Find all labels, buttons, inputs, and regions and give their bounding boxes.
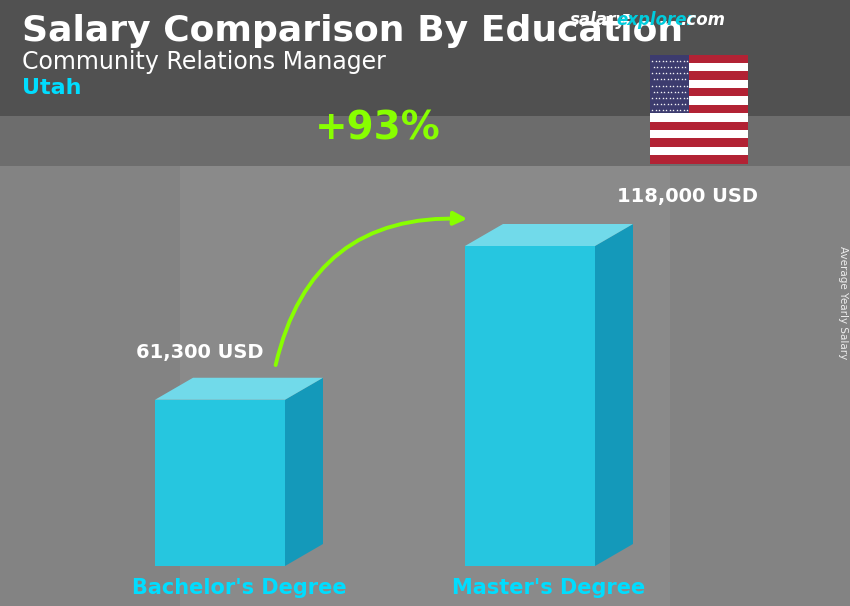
Bar [650, 88, 748, 96]
FancyArrowPatch shape [275, 213, 463, 365]
Bar [650, 105, 748, 113]
Text: +93%: +93% [314, 110, 440, 148]
Bar [0, 0, 850, 116]
Polygon shape [465, 246, 595, 566]
Polygon shape [155, 400, 285, 566]
Bar [650, 63, 748, 72]
Text: 61,300 USD: 61,300 USD [136, 343, 264, 362]
Bar [650, 80, 748, 88]
Polygon shape [285, 378, 323, 566]
Text: Average Yearly Salary: Average Yearly Salary [838, 247, 848, 359]
Bar [0, 166, 850, 606]
Text: Master's Degree: Master's Degree [452, 578, 646, 598]
Polygon shape [595, 224, 633, 566]
Text: Bachelor's Degree: Bachelor's Degree [132, 578, 346, 598]
Bar [650, 122, 748, 130]
Bar [650, 147, 748, 155]
Bar [650, 55, 689, 113]
Text: .com: .com [680, 11, 725, 29]
Bar [670, 0, 850, 606]
Bar [650, 96, 748, 105]
Bar [650, 130, 748, 138]
Text: 118,000 USD: 118,000 USD [617, 187, 758, 206]
Bar [650, 138, 748, 147]
Text: Salary Comparison By Education: Salary Comparison By Education [22, 14, 683, 48]
Text: Community Relations Manager: Community Relations Manager [22, 50, 386, 74]
Polygon shape [155, 378, 323, 400]
Text: explorer: explorer [616, 11, 694, 29]
Bar [650, 55, 748, 63]
Text: salary: salary [570, 11, 627, 29]
Polygon shape [465, 224, 633, 246]
Bar [650, 155, 748, 164]
Bar [0, 0, 850, 166]
Bar [0, 0, 180, 606]
Bar [650, 113, 748, 122]
Bar [650, 72, 748, 80]
Text: Utah: Utah [22, 78, 82, 98]
